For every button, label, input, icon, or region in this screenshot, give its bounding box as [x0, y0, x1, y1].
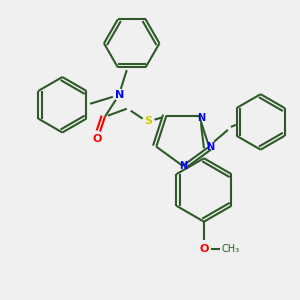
Text: N: N [178, 161, 187, 171]
Text: N: N [206, 142, 214, 152]
Text: S: S [145, 116, 153, 126]
Text: N: N [197, 112, 205, 123]
Text: CH₃: CH₃ [222, 244, 240, 254]
Text: O: O [92, 134, 102, 144]
Text: O: O [199, 244, 208, 254]
Text: N: N [115, 90, 124, 100]
